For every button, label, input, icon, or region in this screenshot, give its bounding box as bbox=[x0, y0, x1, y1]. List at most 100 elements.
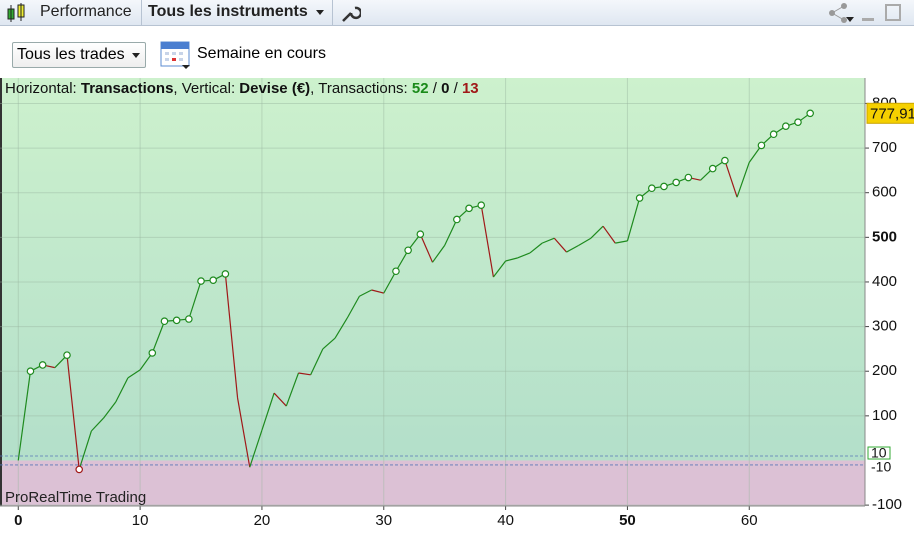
equity-segment bbox=[249, 429, 263, 468]
chart-icon bbox=[7, 3, 25, 22]
reference-label: -10 bbox=[871, 459, 891, 475]
info-segment: 52 bbox=[411, 80, 429, 97]
trade-point bbox=[38, 361, 47, 369]
trade-point bbox=[26, 367, 35, 376]
trade-point bbox=[160, 317, 169, 326]
watermark: ProRealTime Trading bbox=[5, 489, 147, 506]
info-segment: 13 bbox=[461, 80, 479, 97]
equity-segment bbox=[395, 249, 409, 272]
trade-point bbox=[392, 267, 400, 276]
equity-segment bbox=[127, 369, 141, 379]
equity-segment bbox=[103, 401, 117, 419]
x-tick-label: 0 bbox=[14, 512, 22, 529]
equity-segment bbox=[602, 225, 616, 244]
equity-segment bbox=[626, 197, 641, 242]
trade-point bbox=[416, 230, 425, 239]
trade-point bbox=[806, 109, 814, 118]
window-title: Performance bbox=[40, 3, 132, 20]
trade-point bbox=[172, 316, 181, 325]
equity-segment bbox=[78, 430, 92, 470]
reference-box bbox=[867, 446, 891, 460]
trade-point bbox=[757, 141, 766, 150]
equity-segment bbox=[188, 280, 202, 320]
equity-segment bbox=[615, 240, 628, 244]
equity-segment bbox=[529, 242, 543, 254]
equity-segment bbox=[322, 337, 336, 350]
x-tick-label: 10 bbox=[132, 512, 149, 529]
chart-info: Horizontal: Transactions, Vertical: Devi… bbox=[5, 80, 479, 97]
dropdown-arrow[interactable] bbox=[316, 10, 324, 15]
y-tick-label: 100 bbox=[872, 407, 897, 424]
trade-point bbox=[148, 349, 157, 357]
toolbar: Performance Tous les instruments bbox=[0, 0, 914, 26]
x-tick-label: 60 bbox=[741, 512, 758, 529]
equity-segment bbox=[724, 160, 738, 198]
y-tick-label: -100 bbox=[872, 496, 902, 513]
equity-segment bbox=[224, 273, 239, 399]
equity-segment bbox=[115, 377, 129, 403]
last-value-box bbox=[866, 102, 914, 124]
equity-segment bbox=[371, 289, 384, 294]
x-tick-label: 40 bbox=[497, 512, 514, 529]
trade-point bbox=[721, 156, 729, 165]
equity-segment bbox=[298, 372, 311, 376]
info-segment: , Vertical: bbox=[173, 80, 240, 97]
equity-segment bbox=[578, 237, 592, 246]
equity-segment bbox=[285, 372, 300, 407]
info-segment: Horizontal: bbox=[5, 80, 81, 97]
period-filter: Semaine en cours bbox=[197, 45, 326, 62]
equity-segment bbox=[151, 321, 166, 354]
equity-segment bbox=[310, 348, 324, 376]
window-controls[interactable] bbox=[826, 1, 912, 25]
y-tick-label: 400 bbox=[872, 273, 897, 290]
equity-segment bbox=[334, 317, 348, 339]
y-tick-label: 500 bbox=[872, 228, 897, 245]
trade-point bbox=[63, 351, 71, 359]
equity-segment bbox=[505, 257, 518, 262]
y-tick-label: 200 bbox=[872, 362, 897, 379]
equity-segment bbox=[90, 417, 104, 432]
settings-icon[interactable] bbox=[339, 2, 361, 24]
trade-point bbox=[782, 122, 790, 131]
x-tick-label: 50 bbox=[619, 512, 636, 529]
equity-segment bbox=[383, 270, 397, 294]
trade-point bbox=[221, 270, 230, 278]
trade-point bbox=[647, 184, 656, 193]
info-segment: Transactions bbox=[80, 80, 174, 97]
equity-segment bbox=[517, 252, 531, 259]
trade-point bbox=[453, 215, 461, 224]
equity-segment bbox=[273, 392, 287, 407]
y-tick-label: 600 bbox=[872, 184, 897, 201]
equity-segment bbox=[566, 244, 579, 253]
trade-point bbox=[635, 194, 644, 202]
trade-point bbox=[769, 130, 778, 139]
trade-point bbox=[465, 204, 473, 213]
trades-dropdown[interactable]: Tous les trades bbox=[12, 42, 146, 68]
trade-point bbox=[708, 164, 717, 173]
calendar-icon[interactable] bbox=[160, 39, 192, 70]
equity-segment bbox=[236, 397, 251, 468]
equity-segment bbox=[346, 295, 360, 319]
trade-point bbox=[672, 178, 680, 187]
equity-segment bbox=[432, 245, 446, 263]
trades-filter: Tous les trades bbox=[17, 46, 125, 63]
trade-point bbox=[684, 173, 693, 182]
equity-segment bbox=[66, 355, 80, 470]
info-segment: , Transactions: bbox=[310, 80, 412, 97]
positive-zone bbox=[0, 78, 865, 461]
equity-chart: -100100200300400500600700800010203040506… bbox=[0, 78, 914, 529]
reference-label: 10 bbox=[871, 445, 887, 461]
trade-point bbox=[794, 118, 802, 126]
equity-segment bbox=[492, 260, 507, 278]
last-value-label: 777,91 bbox=[870, 105, 914, 122]
equity-segment bbox=[261, 392, 275, 431]
negative-zone bbox=[0, 460, 865, 506]
instrument-selector[interactable]: Tous les instruments bbox=[148, 3, 308, 20]
equity-segment bbox=[590, 225, 604, 239]
trade-point bbox=[477, 201, 486, 209]
y-tick-label: 300 bbox=[872, 318, 897, 335]
equity-segment bbox=[444, 219, 458, 246]
trade-point bbox=[185, 315, 193, 323]
equity-segment bbox=[541, 237, 555, 244]
